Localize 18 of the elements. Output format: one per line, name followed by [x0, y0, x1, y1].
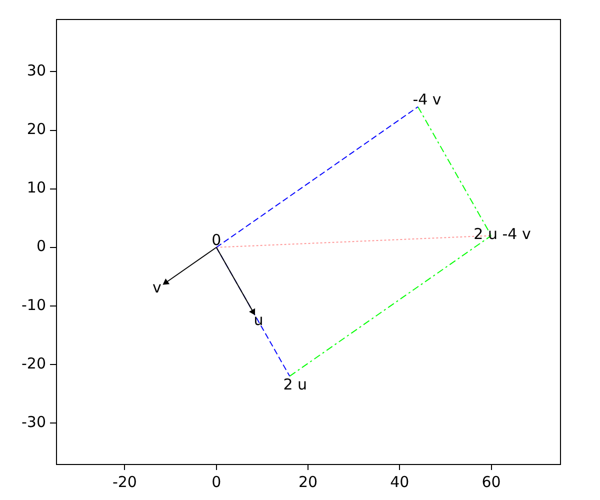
y-tick-label: 10: [26, 178, 46, 197]
annotation: u: [254, 311, 264, 330]
x-tick-label: 60: [482, 472, 501, 491]
y-tick-label: -10: [22, 296, 46, 314]
y-tick-label: -30: [22, 412, 46, 431]
y-tick-label: 0: [36, 237, 46, 256]
y-tick-label: -20: [22, 354, 46, 372]
x-tick-label: 40: [390, 472, 410, 491]
x-tick-label: -20: [112, 472, 137, 491]
annotation: 0: [212, 231, 222, 250]
y-tick-label: 30: [26, 62, 46, 80]
annotation: -4 v: [412, 90, 442, 108]
y-tick-label: 20: [26, 120, 46, 138]
x-tick-label: 20: [298, 472, 318, 491]
x-tick-label: 0: [212, 472, 222, 491]
annotation: v: [152, 278, 162, 297]
annotation: 2 u: [283, 376, 308, 394]
annotation: 2 u -4 v: [474, 225, 531, 244]
